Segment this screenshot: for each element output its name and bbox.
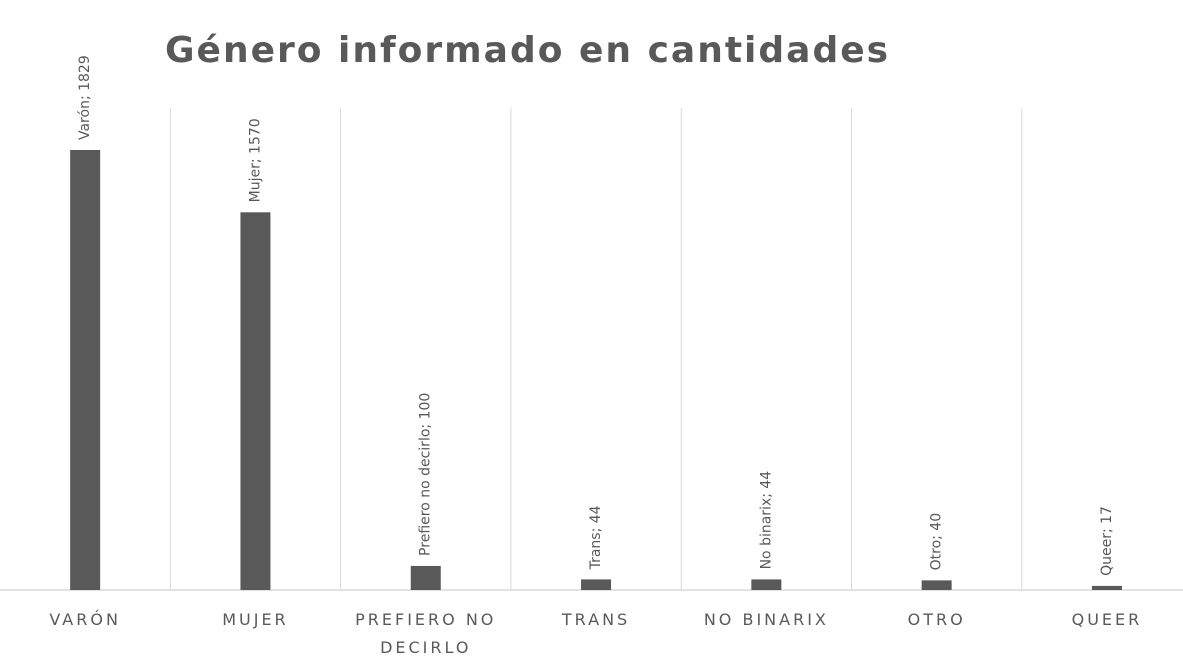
x-tick-label: NO BINARIX xyxy=(703,610,829,629)
x-tick-label: VARÓN xyxy=(49,610,121,629)
bar xyxy=(921,580,952,590)
data-label: Prefiero no decirlo; 100 xyxy=(418,393,434,556)
x-tick-label: QUEER xyxy=(1071,610,1143,629)
bar xyxy=(240,212,271,591)
chart-title: Género informado en cantidades xyxy=(165,30,891,71)
bar xyxy=(1091,585,1122,590)
x-tick-label: PREFIERO NO DECIRLO xyxy=(355,610,497,657)
bar xyxy=(751,579,782,590)
data-label: No binarix; 44 xyxy=(758,471,774,570)
x-tick-label: TRANS xyxy=(561,610,631,629)
data-label: Otro; 40 xyxy=(929,513,945,571)
bar xyxy=(410,565,441,590)
x-tick-label: MUJER xyxy=(222,610,289,629)
data-label: Varón; 1829 xyxy=(77,55,93,140)
bar xyxy=(581,579,612,590)
bar xyxy=(70,150,101,590)
data-label: Trans; 44 xyxy=(588,505,604,570)
x-tick-label: OTRO xyxy=(907,610,966,629)
data-label: Queer; 17 xyxy=(1099,506,1115,576)
data-label: Mujer; 1570 xyxy=(247,118,263,202)
